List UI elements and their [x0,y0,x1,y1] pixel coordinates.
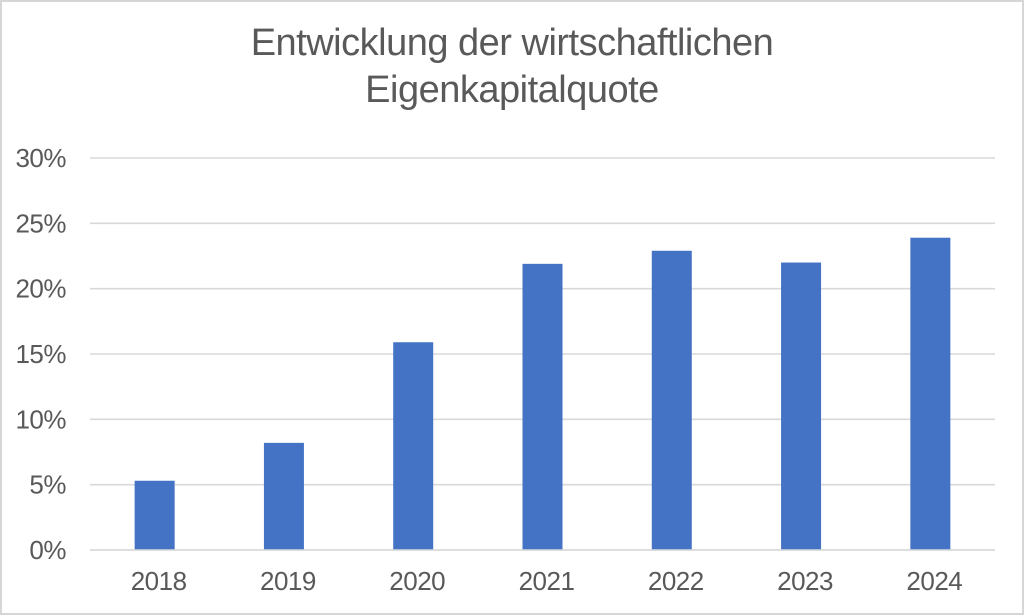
bar-2018 [134,480,175,550]
y-tick-label-15: 15% [15,339,66,369]
x-tick-label-2022: 2022 [648,566,704,596]
x-tick-label-2019: 2019 [260,566,316,596]
chart-title-line-2: Eigenkapitalquote [365,69,659,111]
chart-title-line-1: Entwicklung der wirtschaftlichen [250,22,774,64]
y-tick-label-20: 20% [15,274,66,304]
y-tick-label-10: 10% [15,404,66,434]
bar-2022 [651,250,692,551]
x-tick-label-2021: 2021 [519,566,575,596]
x-tick-label-2018: 2018 [131,566,187,596]
x-tick-label-2023: 2023 [777,566,833,596]
bar-2023 [781,262,822,550]
x-tick-label-2024: 2024 [906,566,962,596]
y-tick-label-5: 5% [29,470,66,500]
bar-2020 [393,342,434,550]
bar-2021 [522,263,563,550]
bar-2019 [263,442,304,550]
chart-title: Entwicklung der wirtschaftlichen Eigenka… [2,20,1022,114]
y-tick-label-30: 30% [15,143,66,173]
y-tick-label-0: 0% [29,535,66,565]
bar-2024 [910,237,951,550]
x-tick-label-2020: 2020 [389,566,445,596]
y-tick-label-25: 25% [15,208,66,238]
